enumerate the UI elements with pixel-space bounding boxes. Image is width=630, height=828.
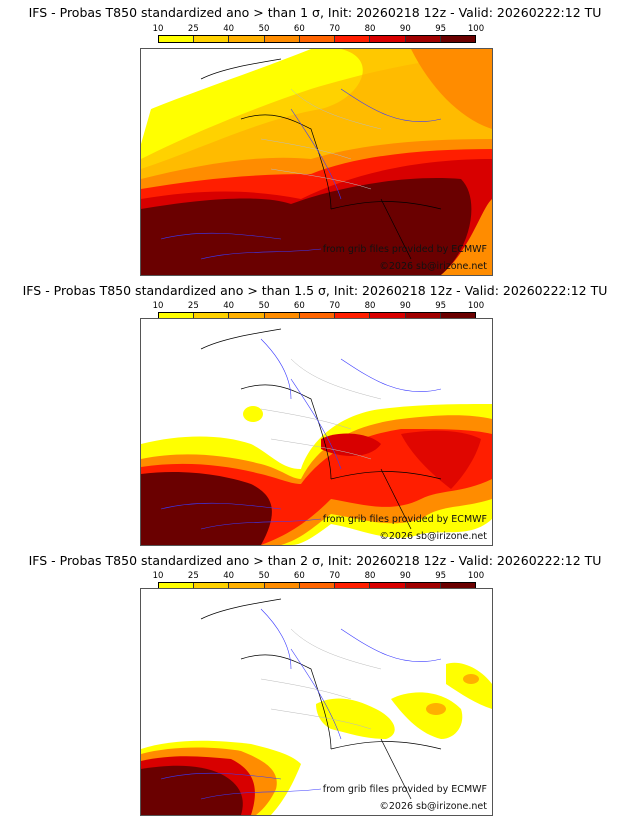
colorbar-bin — [229, 36, 265, 42]
copyright-credit: ©2026 sb@irizone.net — [379, 801, 487, 812]
colorbar-tick-label: 70 — [329, 301, 341, 311]
probability-map: from grib files provided by ECMWF ©2026 … — [140, 48, 493, 276]
colorbar-bin — [335, 313, 371, 319]
colorbar-tick-label: 80 — [364, 571, 376, 581]
colorbar-bin — [370, 36, 406, 42]
colorbar-bin — [335, 36, 371, 42]
colorbar-tick-label: 90 — [399, 571, 411, 581]
map-canvas — [141, 589, 492, 815]
colorbar-tick-label: 100 — [467, 301, 485, 311]
copyright-credit: ©2026 sb@irizone.net — [379, 531, 487, 542]
colorbar-tick-label: 50 — [258, 301, 270, 311]
panel-title: IFS - Probas T850 standardized ano > tha… — [28, 553, 602, 568]
probability-map: from grib files provided by ECMWF ©2026 … — [140, 318, 493, 546]
colorbar-tick-label: 60 — [293, 301, 305, 311]
colorbar-tick-label: 70 — [329, 571, 341, 581]
colorbar-tick-label: 10 — [152, 301, 164, 311]
colorbar — [158, 35, 476, 43]
colorbar-tick-label: 10 — [152, 24, 164, 34]
colorbar-bin — [370, 313, 406, 319]
panel-2: IFS - Probas T850 standardized ano > tha… — [22, 283, 608, 546]
colorbar-tick-label: 90 — [399, 301, 411, 311]
colorbar — [158, 312, 476, 320]
colorbar-tick-label: 40 — [223, 301, 235, 311]
colorbar-ticks: 10 25 40 50 60 70 80 90 95 100 — [153, 301, 485, 311]
colorbar-bin — [370, 583, 406, 589]
colorbar-tick-label: 100 — [467, 24, 485, 34]
colorbar-bin — [405, 36, 441, 42]
map-canvas — [141, 49, 492, 275]
colorbar-tick-label: 25 — [187, 24, 199, 34]
colorbar-bin — [194, 313, 230, 319]
colorbar-tick-label: 80 — [364, 301, 376, 311]
colorbar-ticks: 10 25 40 50 60 70 80 90 95 100 — [153, 571, 485, 581]
colorbar-bin — [159, 583, 195, 589]
colorbar-tick-label: 80 — [364, 24, 376, 34]
panel-title: IFS - Probas T850 standardized ano > tha… — [22, 283, 608, 298]
probability-map: from grib files provided by ECMWF ©2026 … — [140, 588, 493, 816]
colorbar-tick-label: 100 — [467, 571, 485, 581]
colorbar-bin — [229, 583, 265, 589]
colorbar-tick-label: 95 — [435, 24, 447, 34]
colorbar-bin — [264, 313, 300, 319]
colorbar-tick-label: 60 — [293, 571, 305, 581]
colorbar-ticks: 10 25 40 50 60 70 80 90 95 100 — [153, 24, 485, 34]
colorbar-tick-label: 50 — [258, 571, 270, 581]
source-credit: from grib files provided by ECMWF — [322, 784, 487, 795]
colorbar-bin — [159, 313, 195, 319]
colorbar-tick-label: 40 — [223, 24, 235, 34]
colorbar-bin — [264, 36, 300, 42]
source-credit: from grib files provided by ECMWF — [322, 514, 487, 525]
colorbar-tick-label: 50 — [258, 24, 270, 34]
colorbar-bin — [229, 313, 265, 319]
copyright-credit: ©2026 sb@irizone.net — [379, 261, 487, 272]
colorbar-bin — [299, 583, 336, 589]
colorbar-bin — [440, 313, 475, 319]
colorbar-bin — [440, 36, 475, 42]
panel-1: IFS - Probas T850 standardized ano > tha… — [0, 0, 630, 278]
source-credit: from grib files provided by ECMWF — [322, 244, 487, 255]
colorbar-tick-label: 25 — [187, 301, 199, 311]
colorbar-tick-label: 70 — [329, 24, 341, 34]
colorbar-bin — [335, 583, 371, 589]
colorbar-bin — [159, 36, 195, 42]
colorbar-bin — [264, 583, 300, 589]
colorbar-bin — [299, 313, 336, 319]
panel-title: IFS - Probas T850 standardized ano > tha… — [28, 5, 602, 20]
colorbar-tick-label: 95 — [435, 571, 447, 581]
colorbar-bin — [405, 313, 441, 319]
colorbar-bin — [299, 36, 336, 42]
colorbar-bin — [194, 583, 230, 589]
colorbar-bin — [440, 583, 475, 589]
colorbar-tick-label: 95 — [435, 301, 447, 311]
map-canvas — [141, 319, 492, 545]
colorbar-tick-label: 10 — [152, 571, 164, 581]
colorbar-tick-label: 25 — [187, 571, 199, 581]
colorbar-tick-label: 90 — [399, 24, 411, 34]
colorbar-tick-label: 40 — [223, 571, 235, 581]
colorbar-bin — [405, 583, 441, 589]
colorbar-tick-label: 60 — [293, 24, 305, 34]
colorbar-bin — [194, 36, 230, 42]
